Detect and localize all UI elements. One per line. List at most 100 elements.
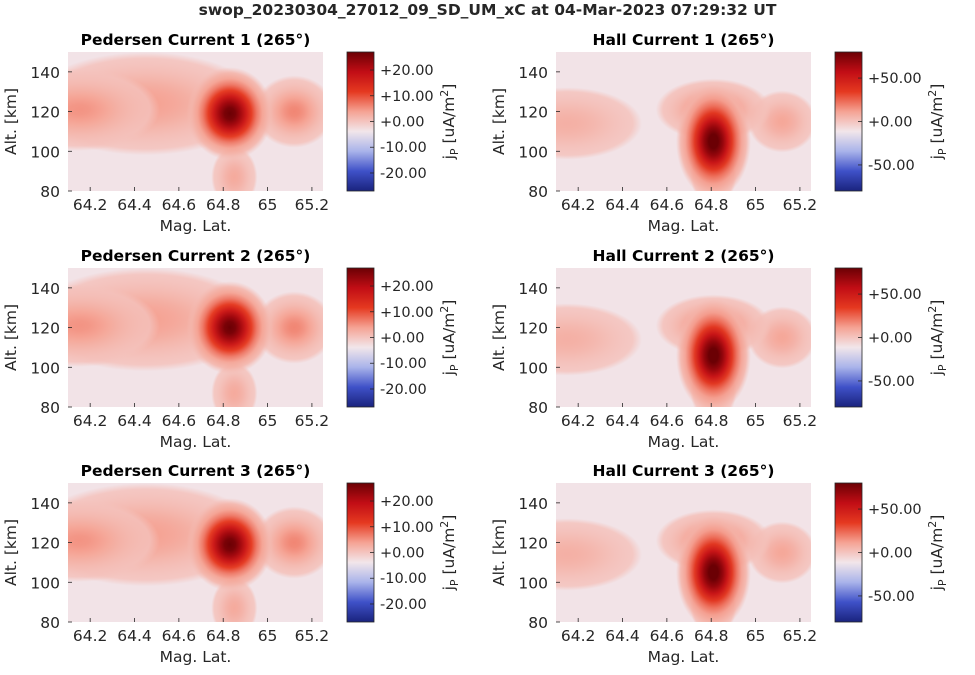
y-tick-label: 120 — [518, 104, 548, 122]
panel-5: Pedersen Current 3 (265°) 64.2 64.4 64.6 64.… — [2, 462, 461, 666]
panel-2: Hall Current 1 (265°) 64.2 64.4 64.6 64.8 65 6… — [490, 31, 949, 235]
y-tick-label: 120 — [30, 104, 60, 122]
heatmap-image — [68, 52, 323, 191]
current-feature — [253, 506, 323, 579]
panel-title: Pedersen Current 2 (265°) — [81, 247, 311, 265]
heatmap-image — [68, 268, 323, 407]
x-tick-label: 64.6 — [162, 196, 197, 214]
panel-title: Hall Current 2 (265°) — [593, 247, 775, 265]
panel-4: Hall Current 2 (265°) 64.2 64.4 64.6 64.8 65 6… — [490, 247, 949, 451]
y-tick-label: 100 — [30, 143, 60, 161]
x-tick-label: 64.6 — [162, 627, 197, 645]
x-tick-label: 64.2 — [561, 627, 596, 645]
current-feature — [675, 298, 751, 407]
colorbar-tick-label: +10.00 — [380, 520, 434, 536]
heatmap-image — [556, 52, 811, 191]
colorbar — [346, 482, 375, 623]
colorbar-label: jP [uA/m2] — [438, 515, 461, 592]
x-tick-label: 65.2 — [783, 196, 818, 214]
y-tick-label: 140 — [30, 495, 60, 513]
y-axis-label: Alt. [km] — [490, 88, 508, 155]
panel-title: Pedersen Current 1 (265°) — [81, 31, 311, 49]
y-tick-label: 120 — [518, 535, 548, 553]
x-tick-label: 64.8 — [694, 627, 729, 645]
colorbar-tick-label: +20.00 — [380, 494, 434, 510]
panel-1: Pedersen Current 1 (265°) 64.2 64.4 64.6 64.… — [2, 31, 461, 235]
heatmap-image — [556, 268, 811, 407]
x-tick-label: 64.4 — [605, 196, 640, 214]
x-tick-label: 64.6 — [650, 196, 685, 214]
x-tick-label: 64.8 — [206, 627, 241, 645]
x-tick-label: 65 — [258, 412, 278, 430]
y-tick-label: 120 — [518, 320, 548, 338]
colorbar-tick-label: +0.00 — [380, 546, 424, 562]
y-tick-label: 100 — [30, 574, 60, 592]
colorbar-label: jP [uA/m2] — [926, 84, 949, 161]
x-tick-label: 64.2 — [73, 627, 108, 645]
colorbar-tick-label: +0.00 — [868, 331, 912, 347]
x-tick-label: 64.4 — [117, 412, 152, 430]
y-tick-label: 100 — [518, 574, 548, 592]
current-feature — [556, 87, 643, 160]
x-tick-label: 64.8 — [694, 196, 729, 214]
x-tick-label: 64.4 — [605, 412, 640, 430]
colorbar-tick-label: -10.00 — [380, 140, 427, 156]
colorbar-tick-label: +0.00 — [380, 115, 424, 131]
x-tick-label: 65 — [746, 412, 766, 430]
x-axis-label: Mag. Lat. — [648, 217, 720, 235]
y-axis-label: Alt. [km] — [2, 519, 20, 586]
x-axis-label: Mag. Lat. — [648, 648, 720, 666]
colorbar-tick-label: +10.00 — [380, 305, 434, 321]
colorbar — [346, 51, 375, 192]
figure-title: swop_20230304_27012_09_SD_UM_xC at 04-Ma… — [198, 1, 777, 19]
colorbar — [834, 267, 863, 408]
colorbar-tick-label: +0.00 — [868, 546, 912, 562]
current-feature — [556, 303, 643, 376]
y-tick-label: 120 — [30, 535, 60, 553]
colorbar-tick-label: +10.00 — [380, 89, 434, 105]
colorbar-tick-label: -20.00 — [380, 166, 427, 182]
current-feature — [675, 515, 751, 622]
x-axis-label: Mag. Lat. — [160, 217, 232, 235]
x-axis-label: Mag. Lat. — [160, 433, 232, 451]
colorbar-label: jP [uA/m2] — [926, 300, 949, 377]
heatmap-image — [556, 483, 811, 622]
x-tick-label: 64.2 — [73, 196, 108, 214]
y-tick-label: 80 — [528, 614, 548, 632]
colorbar-tick-label: +0.00 — [868, 115, 912, 131]
y-tick-label: 80 — [40, 614, 60, 632]
colorbar — [834, 482, 863, 623]
colorbar-label: jP [uA/m2] — [926, 515, 949, 592]
colorbar-tick-label: -20.00 — [380, 382, 427, 398]
colorbar-tick-label: +20.00 — [380, 279, 434, 295]
panel-3: Pedersen Current 2 (265°) 64.2 64.4 64.6 64.… — [2, 247, 461, 451]
y-tick-label: 100 — [30, 359, 60, 377]
current-feature — [253, 291, 323, 364]
y-tick-label: 140 — [518, 64, 548, 82]
colorbar-tick-label: +50.00 — [868, 71, 922, 87]
colorbar-label: jP [uA/m2] — [438, 84, 461, 161]
y-tick-label: 80 — [528, 183, 548, 201]
x-tick-label: 64.6 — [162, 412, 197, 430]
y-tick-label: 140 — [30, 64, 60, 82]
y-tick-label: 140 — [30, 280, 60, 298]
x-tick-label: 64.4 — [117, 627, 152, 645]
current-feature — [68, 68, 160, 151]
y-axis-label: Alt. [km] — [490, 519, 508, 586]
y-axis-label: Alt. [km] — [2, 88, 20, 155]
colorbar-tick-label: +50.00 — [868, 502, 922, 518]
heatmap-image — [68, 483, 323, 622]
colorbar-tick-label: -50.00 — [868, 374, 915, 390]
x-tick-label: 64.2 — [73, 412, 108, 430]
x-axis-label: Mag. Lat. — [648, 433, 720, 451]
colorbar-tick-label: +0.00 — [380, 331, 424, 347]
x-tick-label: 65.2 — [295, 627, 330, 645]
y-axis-label: Alt. [km] — [2, 304, 20, 371]
colorbar-tick-label: +50.00 — [868, 287, 922, 303]
current-feature — [68, 284, 160, 367]
colorbar — [346, 267, 375, 408]
y-tick-label: 140 — [518, 495, 548, 513]
x-tick-label: 65 — [258, 627, 278, 645]
x-tick-label: 64.8 — [694, 412, 729, 430]
